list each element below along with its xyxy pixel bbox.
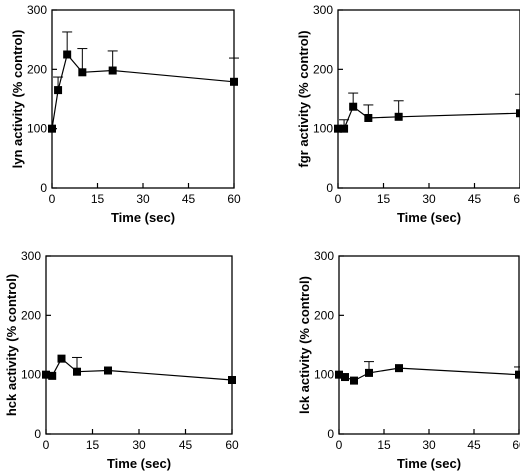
x-axis-title: Time (sec) — [111, 210, 175, 225]
plot-frame — [337, 9, 520, 189]
y-tick-label: 200 — [21, 308, 41, 322]
data-point — [78, 68, 87, 77]
x-tick-label: 15 — [91, 192, 105, 206]
y-axis-title: lck activity (% control) — [297, 276, 312, 414]
plot-frame — [51, 9, 235, 189]
data-point — [515, 370, 520, 379]
x-tick-label: 15 — [377, 192, 391, 206]
y-axis-title: fgr activity (% control) — [296, 30, 311, 167]
data-point — [104, 366, 112, 375]
panel-fgr: 0 100 200 300 0 15 30 45 60 Time (sec) fgr activit… — [296, 3, 520, 225]
series-line — [51, 53, 235, 129]
plot-frame — [338, 255, 520, 435]
y-tick-label: 300 — [313, 3, 333, 17]
x-tick-label: 15 — [377, 438, 391, 452]
data-point — [334, 124, 342, 133]
data-point — [73, 367, 81, 376]
y-tick-label: 0 — [327, 427, 334, 441]
x-tick-label: 30 — [136, 192, 150, 206]
y-tick-label: 0 — [34, 427, 41, 441]
panel-lyn: 0 100 200 300 0 15 30 45 60 Time (sec) lyn activit… — [10, 3, 241, 225]
data-point — [48, 124, 56, 133]
x-tick-label: 60 — [513, 192, 520, 206]
x-tick-label: 60 — [225, 438, 239, 452]
data-point — [48, 371, 57, 380]
x-tick-label: 60 — [512, 438, 520, 452]
x-tick-label: 15 — [86, 438, 100, 452]
x-tick-label: 30 — [132, 438, 146, 452]
plot-frame — [45, 255, 233, 435]
x-tick-label: 30 — [422, 192, 436, 206]
y-tick-label: 100 — [27, 122, 47, 136]
y-tick-label: 200 — [313, 62, 333, 76]
y-tick-label: 200 — [314, 308, 334, 322]
y-tick-label: 300 — [27, 3, 47, 17]
x-tick-label: 45 — [179, 438, 193, 452]
y-tick-label: 200 — [27, 62, 47, 76]
y-tick-label: 300 — [21, 249, 41, 263]
x-tick-label: 60 — [227, 192, 241, 206]
data-point — [340, 124, 349, 133]
data-point — [516, 109, 520, 118]
x-tick-label: 0 — [336, 438, 343, 452]
x-tick-label: 45 — [182, 192, 196, 206]
x-tick-label: 30 — [422, 438, 436, 452]
data-point — [228, 376, 236, 385]
panel-lck: 0 100 200 300 0 15 30 45 60 Time (sec) lck activit… — [297, 249, 520, 471]
data-point — [335, 370, 343, 379]
y-tick-label: 100 — [314, 368, 334, 382]
panel-hck: 0 100 200 300 0 15 30 45 60 Time (sec) hck activit… — [4, 249, 239, 471]
x-tick-label: 0 — [43, 438, 50, 452]
y-axis-title: hck activity (% control) — [4, 274, 19, 416]
data-point — [364, 113, 373, 122]
y-tick-label: 0 — [40, 181, 47, 195]
x-axis-title: Time (sec) — [107, 456, 171, 471]
data-point — [230, 77, 238, 86]
data-point — [395, 364, 403, 373]
y-axis-title: lyn activity (% control) — [10, 30, 25, 169]
data-point — [365, 368, 373, 377]
x-tick-label: 45 — [468, 192, 482, 206]
y-tick-label: 100 — [313, 122, 333, 136]
data-point — [349, 102, 358, 111]
x-tick-label: 0 — [49, 192, 56, 206]
x-tick-label: 0 — [335, 192, 342, 206]
x-axis-title: Time (sec) — [397, 210, 461, 225]
x-tick-label: 45 — [467, 438, 481, 452]
y-tick-label: 300 — [314, 249, 334, 263]
data-point — [57, 354, 66, 363]
y-tick-label: 100 — [21, 368, 41, 382]
data-point — [350, 376, 358, 385]
y-tick-label: 0 — [326, 181, 333, 195]
x-axis-title: Time (sec) — [397, 456, 461, 471]
data-point — [108, 66, 117, 75]
data-point — [394, 112, 403, 121]
data-point — [63, 50, 72, 59]
data-point — [341, 373, 349, 382]
data-point — [54, 86, 63, 95]
data-point — [42, 370, 50, 379]
